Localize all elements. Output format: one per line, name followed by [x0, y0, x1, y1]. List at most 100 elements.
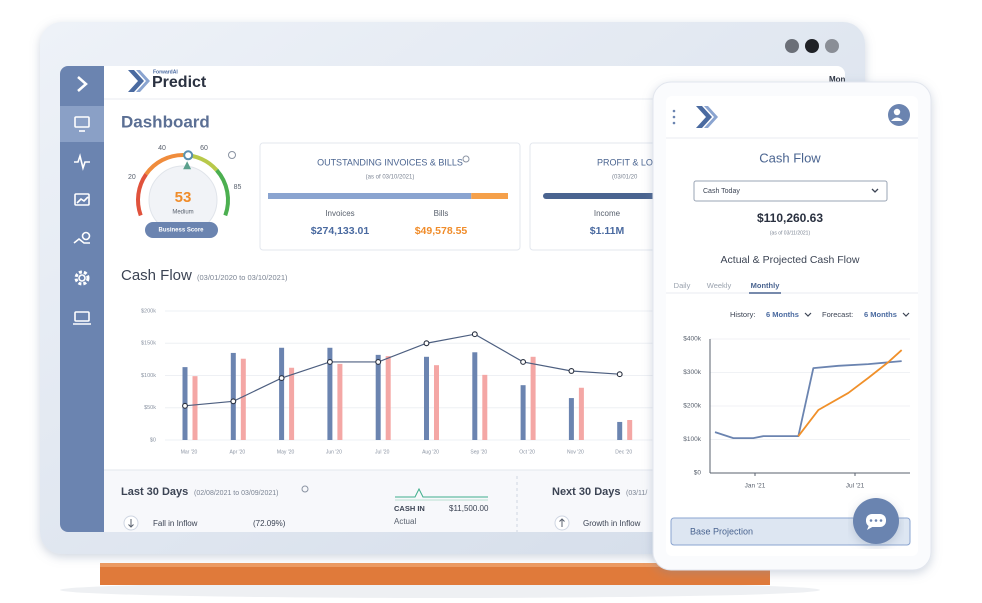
point: [230, 398, 237, 405]
gauge-arc: [215, 168, 230, 217]
invoices-bar: [268, 193, 472, 199]
x-tick-label: Jan '21: [745, 483, 766, 490]
gauge-needle: [183, 161, 192, 170]
nav-active: [60, 106, 104, 142]
point: [375, 359, 382, 365]
bar: [230, 352, 236, 440]
section-title: Next 30 Days: [552, 486, 621, 498]
gauge: 53 Medium Business Score 20 40 60 85: [128, 145, 242, 238]
gauge-arc: [144, 153, 184, 176]
logo-mark: [696, 106, 712, 128]
logo-mark: [136, 70, 150, 92]
window-dot[interactable]: [805, 39, 819, 53]
button[interactable]: [670, 517, 911, 546]
brand-small: ForwardAI: [153, 69, 178, 75]
stand-shadow: [60, 582, 820, 598]
history-label: History:: [730, 310, 755, 319]
bar: [192, 376, 198, 440]
nav-icons[interactable]: [73, 116, 91, 325]
y-tick-label: $200k: [141, 308, 156, 314]
profit-bar: [543, 193, 673, 199]
line: [184, 333, 620, 407]
gauge-tick-label: 40: [158, 145, 166, 152]
gauge-tick-label: 20: [128, 174, 136, 181]
header-date: Mon: [829, 75, 846, 84]
sparkline: [395, 487, 488, 498]
cash-in-caption: Actual: [394, 517, 416, 526]
bar: [520, 385, 526, 440]
logo-mark: [128, 70, 144, 92]
chat-icon: [867, 525, 874, 530]
y-tick-label: $150k: [141, 341, 156, 347]
bar: [279, 347, 285, 440]
window-dot[interactable]: [825, 39, 839, 53]
score-pill[interactable]: [145, 222, 218, 238]
y-tick-label: $200k: [683, 403, 701, 410]
gauge-arc: [136, 173, 148, 217]
brand[interactable]: Predict: [152, 74, 207, 91]
bar: [472, 352, 478, 440]
expand-icon[interactable]: [77, 76, 88, 92]
bills-bar: [471, 193, 508, 199]
bills-label: Bills: [434, 209, 449, 218]
section-range: (03/11/: [626, 490, 647, 497]
x-tick-label: Jul '20: [375, 449, 390, 455]
as-of: (as of 03/11/2021): [770, 230, 811, 236]
y-tick-label: $100k: [683, 436, 701, 443]
x-tick-label: Aug '20: [422, 449, 439, 455]
x-tick-label: May '20: [277, 449, 295, 455]
menu-icon[interactable]: [672, 109, 676, 125]
gauge-value: 53: [175, 189, 192, 206]
avatar[interactable]: [888, 104, 910, 126]
tab[interactable]: Monthly: [751, 281, 781, 290]
forecast-value[interactable]: 6 Months: [864, 310, 897, 319]
tab[interactable]: Daily: [674, 281, 691, 290]
x-tick-label: Jul '21: [846, 483, 865, 490]
point: [616, 371, 623, 378]
phone-title: Cash Flow: [759, 150, 821, 165]
y-tick-label: $50k: [144, 405, 156, 411]
score-caption: Business Score: [158, 228, 204, 234]
bar: [617, 421, 623, 440]
invoices-value: $274,133.01: [311, 225, 370, 237]
x-tick-label: Sep '20: [470, 449, 487, 455]
bills-value: $49,578.55: [415, 225, 468, 237]
income-label: Income: [594, 209, 621, 218]
bar: [385, 356, 391, 440]
gauge-label: Medium: [172, 210, 193, 216]
gauge-tick-label: 85: [234, 184, 242, 191]
invoices-label: Invoices: [325, 209, 354, 218]
section-title: Last 30 Days: [121, 486, 188, 498]
page-title: Dashboard: [121, 112, 210, 131]
insight-value: (72.09%): [253, 519, 286, 528]
card-title: PROFIT & LO: [597, 157, 653, 167]
card-title: OUTSTANDING INVOICES & BILLS: [317, 157, 463, 167]
dropdown-value: Cash Today: [703, 188, 740, 195]
point: [278, 375, 285, 382]
point: [326, 359, 333, 365]
dropdown[interactable]: [693, 180, 888, 202]
stand: [100, 563, 770, 585]
x-tick-label: Nov '20: [567, 449, 584, 455]
bar: [578, 387, 584, 440]
bar: [327, 347, 333, 440]
x-tick-label: Dec '20: [615, 449, 632, 455]
logo-mark: [704, 106, 718, 128]
history-value[interactable]: 6 Months: [766, 310, 799, 319]
sidebar: [60, 66, 104, 532]
bar: [627, 420, 633, 440]
insight-text: Growth in Inflow: [583, 519, 641, 528]
point: [568, 368, 575, 374]
y-tick-label: $400k: [683, 336, 701, 343]
info-icon[interactable]: [462, 155, 470, 163]
tab[interactable]: Weekly: [707, 281, 732, 290]
point: [182, 402, 188, 409]
point: [423, 340, 430, 347]
info-icon[interactable]: [301, 485, 309, 493]
section-range: (02/08/2021 to 03/09/2021): [194, 490, 278, 497]
x-tick-label: Oct '20: [519, 449, 535, 455]
info-icon[interactable]: [228, 151, 236, 159]
y-tick-label: $0: [150, 437, 156, 443]
window-dot[interactable]: [785, 39, 799, 53]
stand-edge: [100, 563, 770, 567]
